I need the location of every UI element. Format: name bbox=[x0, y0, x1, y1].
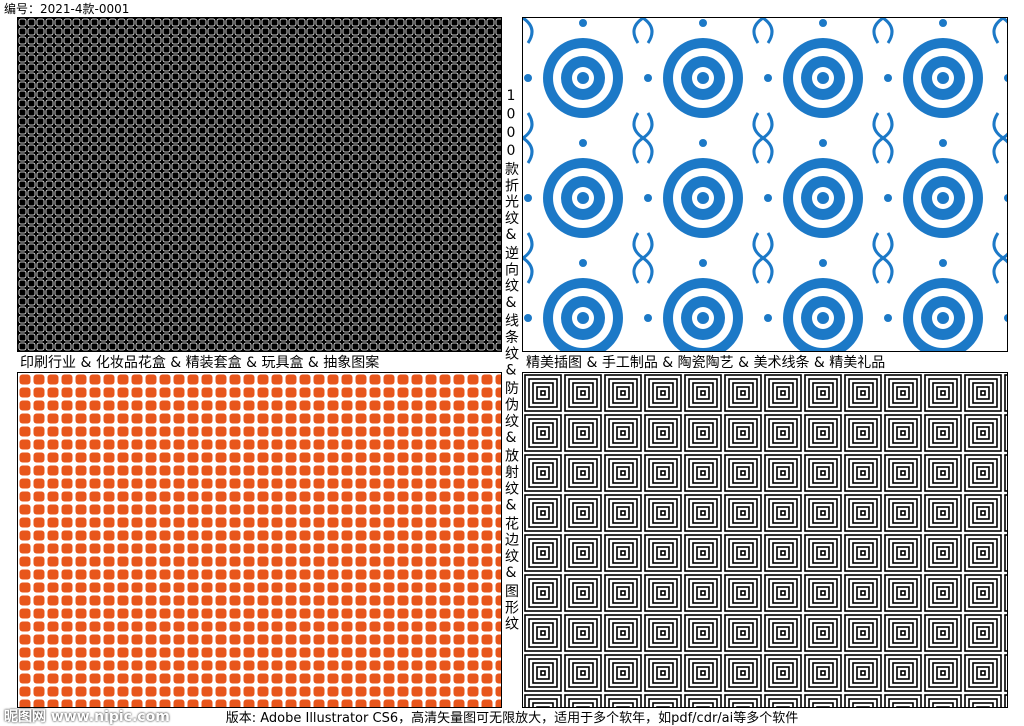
footer: 版本: Adobe Illustrator CS6，高清矢量图可无限放大，适用于… bbox=[225, 711, 799, 726]
caption-left: 印刷行业 & 化妆品花盒 & 精装套盒 & 玩具盒 & 抽象图案 bbox=[20, 355, 380, 371]
pattern-grid bbox=[17, 17, 502, 352]
caption-right: 精美插图 & 手工制品 & 陶瓷陶艺 & 美术线条 & 精美礼品 bbox=[526, 355, 886, 371]
pattern-flowers bbox=[522, 17, 1008, 352]
code-label: 编号：2021-4款-0001 bbox=[4, 2, 130, 16]
pattern-cracks bbox=[17, 372, 502, 708]
side-text: 1000款折光纹&逆向纹&线条纹&防伪纹&放射纹&花边纹&图形纹 bbox=[503, 87, 519, 633]
pattern-squares bbox=[522, 372, 1008, 708]
watermark: 昵图网 www.nipic.com bbox=[4, 709, 170, 725]
